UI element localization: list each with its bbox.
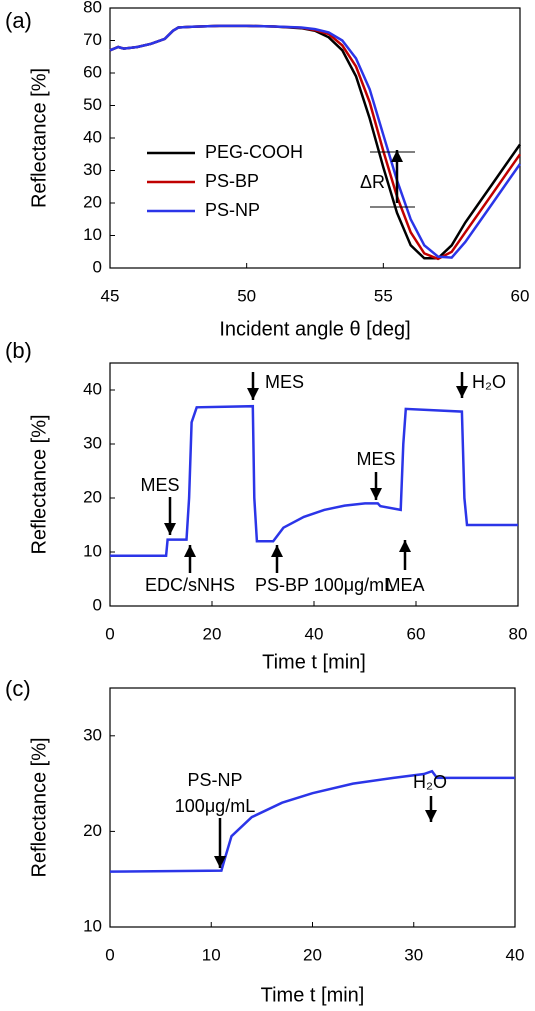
y-tick-label: 40 <box>83 379 102 398</box>
annotation: MES <box>356 449 395 469</box>
x-tick-label: 40 <box>305 624 324 643</box>
arrow-head <box>247 388 259 400</box>
y-tick-label: 0 <box>93 257 102 276</box>
panel-label: (c) <box>5 676 31 701</box>
arrow-head <box>214 856 226 868</box>
y-tick-label: 20 <box>83 192 102 211</box>
arrow-head <box>271 545 283 557</box>
data-line <box>110 404 518 558</box>
annotation: 100μg/mL <box>175 796 255 816</box>
data-line <box>109 769 515 873</box>
plot-frame <box>109 7 521 269</box>
y-tick-label: 30 <box>83 160 102 179</box>
x-tick-label: 20 <box>303 945 322 964</box>
annotation: ΔR <box>360 172 385 192</box>
annotation: PS-BP 100μg/mL <box>255 575 394 595</box>
y-axis-title: Reflectance [%] <box>28 68 50 208</box>
legend-label: PEG-COOH <box>205 142 303 162</box>
x-axis-title: Incident angle θ [deg] <box>219 318 410 340</box>
plot-frame <box>109 687 516 928</box>
panel-label: (a) <box>5 8 32 33</box>
x-tick-label: 0 <box>105 624 114 643</box>
x-tick-label: 55 <box>374 286 393 305</box>
x-tick-label: 0 <box>105 945 114 964</box>
annotation: MES <box>140 475 179 495</box>
arrow-head <box>370 488 382 500</box>
arrow-head <box>164 523 176 535</box>
arrow-head <box>184 545 196 557</box>
x-axis-title: Time t [min] <box>261 984 365 1006</box>
y-tick-label: 0 <box>93 595 102 614</box>
x-axis-title: Time t [min] <box>262 651 366 673</box>
y-tick-label: 30 <box>83 433 102 452</box>
x-tick-label: 50 <box>237 286 256 305</box>
y-tick-label: 60 <box>83 62 102 81</box>
y-tick-label: 50 <box>83 95 102 114</box>
y-tick-label: 10 <box>83 225 102 244</box>
y-axis-title: Reflectance [%] <box>28 414 50 554</box>
x-tick-label: 60 <box>511 286 530 305</box>
annotation: MEA <box>385 575 424 595</box>
y-tick-label: 30 <box>83 725 102 744</box>
y-tick-label: 20 <box>83 821 102 840</box>
data-line <box>109 24 522 259</box>
y-tick-label: 70 <box>83 30 102 49</box>
arrow-head <box>456 386 468 398</box>
y-tick-label: 10 <box>83 541 102 560</box>
annotation: PS-NP <box>187 770 242 790</box>
annotation: EDC/sNHS <box>145 575 235 595</box>
arrow-head <box>399 540 411 552</box>
annotation: H₂O <box>472 372 506 392</box>
y-tick-label: 20 <box>83 487 102 506</box>
arrow-head <box>425 810 437 822</box>
y-axis-title: Reflectance [%] <box>28 737 50 877</box>
x-tick-label: 20 <box>203 624 222 643</box>
arrow-head <box>391 150 403 162</box>
panel-label: (b) <box>5 338 32 363</box>
data-line <box>109 24 522 261</box>
x-tick-label: 45 <box>101 286 120 305</box>
data-line <box>109 24 522 260</box>
y-tick-label: 80 <box>83 0 102 16</box>
annotation: H₂O <box>413 772 447 792</box>
legend-label: PS-NP <box>205 200 260 220</box>
x-tick-label: 60 <box>407 624 426 643</box>
legend-label: PS-BP <box>205 171 259 191</box>
y-tick-label: 10 <box>83 916 102 935</box>
x-tick-label: 40 <box>506 945 525 964</box>
y-tick-label: 40 <box>83 127 102 146</box>
x-tick-label: 10 <box>202 945 221 964</box>
x-tick-label: 30 <box>404 945 423 964</box>
annotation: MES <box>265 372 304 392</box>
x-tick-label: 80 <box>509 624 528 643</box>
